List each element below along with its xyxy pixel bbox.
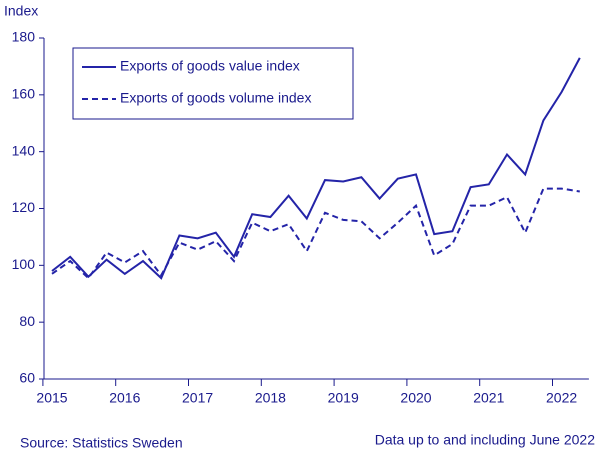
note: Data up to and including June 2022	[375, 432, 595, 448]
data-line	[51, 187, 580, 280]
x-tick-label: 2016	[109, 390, 140, 406]
data-line	[51, 57, 581, 280]
x-tick-label: 2022	[546, 390, 577, 406]
y-tick-label: 180	[12, 29, 36, 45]
legend-label: Exports of goods volume index	[120, 90, 311, 106]
y-tick-label: 80	[19, 313, 35, 329]
legend-label: Exports of goods value index	[120, 58, 300, 74]
x-tick-label: 2017	[182, 390, 213, 406]
x-tick-label: 2019	[328, 390, 359, 406]
x-tick-label: 2015	[36, 390, 67, 406]
source: Source: Statistics Sweden	[20, 435, 183, 451]
x-tick-label: 2021	[473, 390, 504, 406]
y-tick-label: 140	[12, 142, 36, 158]
x-tick-label: 2018	[255, 390, 286, 406]
x-tick-label: 2020	[400, 390, 431, 406]
y-axis-label: Index	[4, 3, 38, 19]
y-tick-label: 60	[19, 370, 35, 386]
legend-box	[72, 47, 354, 120]
y-tick-label: 120	[12, 199, 36, 215]
y-tick-label: 160	[12, 86, 36, 102]
y-tick-label: 100	[12, 256, 36, 272]
